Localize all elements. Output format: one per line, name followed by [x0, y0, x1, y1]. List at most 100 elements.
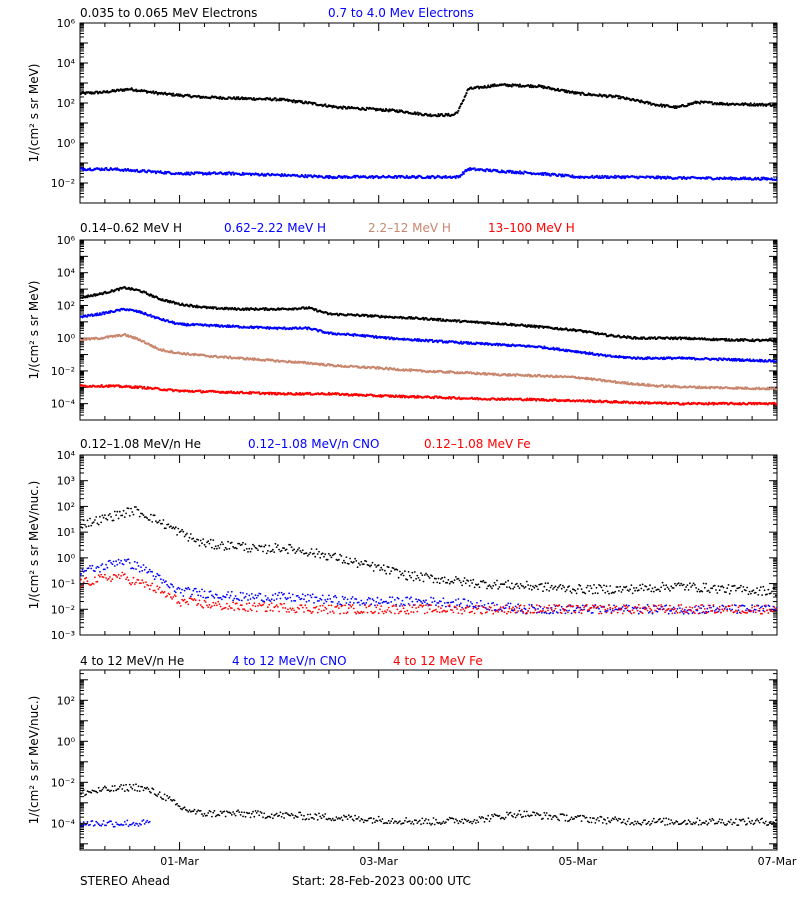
data-point	[633, 335, 637, 339]
data-point	[718, 103, 721, 106]
data-point	[528, 85, 532, 89]
data-point	[201, 171, 204, 174]
data-point	[460, 340, 463, 343]
data-point	[384, 335, 387, 339]
data-point	[170, 92, 173, 96]
data-point	[330, 331, 333, 334]
data-point	[317, 176, 320, 179]
data-point	[635, 175, 638, 178]
data-point	[262, 307, 265, 310]
data-point	[688, 336, 691, 339]
legend-entry: 0.035 to 0.065 MeV Electrons	[80, 6, 257, 20]
data-point	[496, 323, 499, 326]
data-point	[256, 325, 259, 328]
data-point	[584, 350, 587, 354]
data-point	[748, 104, 751, 107]
data-point	[336, 312, 339, 315]
y-tick-label: 10²	[57, 97, 75, 110]
data-point	[737, 357, 741, 361]
data-point	[464, 94, 467, 97]
data-point	[469, 167, 472, 170]
data-point	[320, 329, 323, 332]
data-point	[741, 358, 744, 361]
data-point	[185, 171, 188, 174]
y-axis-label: 1/(cm² s sr MeV)	[27, 64, 41, 163]
data-point	[616, 94, 619, 98]
data-point	[462, 98, 465, 101]
data-point	[540, 173, 543, 176]
data-point	[234, 98, 237, 101]
legend-entry: 0.7 to 4.0 Mev Electrons	[328, 6, 474, 20]
data-point	[556, 87, 560, 90]
data-point	[663, 175, 666, 178]
data-point	[511, 170, 514, 173]
data-point	[578, 91, 581, 95]
data-point	[556, 174, 560, 178]
y-tick-label: 10⁶	[57, 17, 76, 30]
data-point	[230, 173, 233, 176]
y-tick-label: 10⁰	[57, 137, 76, 150]
data-point	[656, 177, 659, 180]
data-point	[731, 359, 734, 362]
data-point	[579, 93, 582, 96]
data-point	[775, 338, 777, 341]
data-point	[145, 291, 148, 294]
data-point	[613, 176, 616, 179]
data-point	[171, 320, 174, 323]
data-point	[517, 85, 521, 88]
y-tick-label: 10⁰	[57, 332, 76, 345]
data-point	[177, 93, 180, 96]
data-point	[437, 113, 440, 116]
data-point	[750, 339, 753, 343]
data-point	[547, 172, 551, 175]
data-point	[653, 336, 656, 339]
data-point	[542, 347, 545, 350]
data-point	[96, 90, 99, 93]
data-point	[379, 316, 382, 319]
data-point	[300, 100, 303, 103]
data-point	[460, 102, 464, 105]
data-point	[639, 101, 642, 104]
data-point	[117, 289, 120, 292]
data-point	[465, 92, 468, 95]
data-point	[533, 324, 536, 327]
data-point	[405, 174, 408, 177]
data-point	[459, 175, 462, 178]
data-point	[278, 99, 281, 102]
data-point	[397, 111, 400, 114]
data-point	[108, 311, 111, 314]
data-point	[462, 172, 465, 175]
data-point	[326, 175, 330, 178]
data-point	[214, 306, 217, 309]
data-point	[604, 175, 608, 178]
series-0-62-2-22-mev-h	[80, 307, 777, 363]
data-point	[730, 178, 733, 181]
data-point	[149, 313, 152, 316]
data-point	[413, 111, 416, 114]
data-point	[374, 335, 378, 338]
data-point	[711, 339, 714, 342]
data-point	[226, 173, 229, 176]
data-point	[135, 88, 138, 91]
data-point	[431, 338, 434, 342]
data-point	[365, 314, 368, 317]
data-point	[761, 102, 764, 105]
data-point	[105, 166, 108, 170]
series-0-7-to-4-0-mev-electrons	[80, 166, 777, 182]
data-point	[126, 334, 130, 337]
data-point	[169, 351, 172, 354]
y-tick-label: 10⁶	[57, 234, 76, 247]
data-point	[90, 313, 93, 316]
data-point	[188, 305, 191, 308]
data-point	[726, 102, 729, 105]
data-point	[567, 90, 570, 93]
data-point	[665, 177, 668, 180]
data-point	[274, 97, 277, 100]
data-point	[277, 359, 280, 362]
data-point	[354, 176, 357, 179]
data-point	[565, 89, 568, 92]
data-point	[686, 104, 689, 107]
data-point	[497, 321, 500, 324]
y-tick-label: 10⁻²	[51, 177, 75, 190]
data-point	[195, 304, 198, 307]
